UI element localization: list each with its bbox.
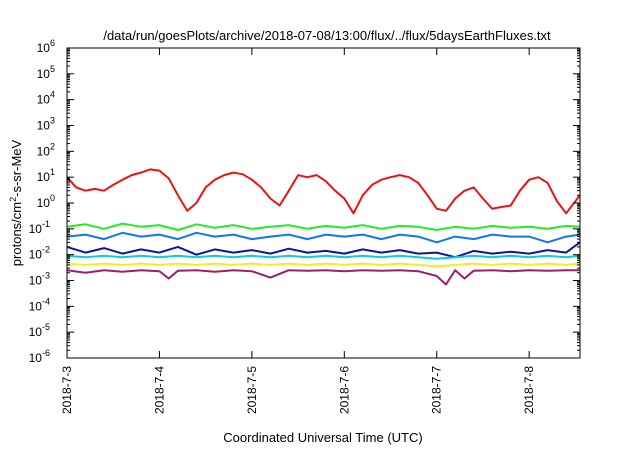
series-line-5 <box>66 254 581 260</box>
y-tick-label: 100 <box>37 193 55 210</box>
y-tick-label: 10-6 <box>29 348 50 365</box>
series-line-4 <box>66 241 581 259</box>
plot-series <box>66 168 581 286</box>
series-line-1 <box>66 168 581 215</box>
y-tick-label: 105 <box>37 64 55 81</box>
y-axis-label: protons/cm2-s-sr-MeV <box>8 139 24 266</box>
y-axis-label-sup: 2 <box>8 197 18 202</box>
y-axis-label-before: protons/cm <box>9 202 24 266</box>
y-tick-label: 102 <box>37 141 55 158</box>
x-tick-label: 2018-7-4 <box>152 366 166 414</box>
plot-frame <box>66 47 581 359</box>
y-axis-label-after: -s-sr-MeV <box>9 139 24 196</box>
y-tick-label: 104 <box>37 90 55 107</box>
x-tick-label: 2018-7-5 <box>245 366 259 414</box>
series-line-6 <box>66 262 581 268</box>
series-line-7 <box>66 269 580 286</box>
y-tick-label: 10-2 <box>29 245 50 262</box>
y-tick-label: 101 <box>37 167 55 184</box>
x-axis: 2018-7-3 2018-7-4 2018-7-5 2018-7-6 2018-7-7… <box>60 48 536 414</box>
x-tick-label: 2018-7-7 <box>430 366 444 414</box>
y-tick-label: 103 <box>37 116 55 133</box>
y-tick-label: 106 <box>37 38 55 55</box>
y-tick-label: 10-1 <box>29 219 50 236</box>
series-line-2 <box>66 222 581 231</box>
x-axis-label: Coordinated Universal Time (UTC) <box>223 430 422 445</box>
y-tick-label: 10-3 <box>29 271 50 288</box>
x-tick-label: 2018-7-3 <box>60 366 74 414</box>
y-axis: 10-6 10-5 10-4 10-3 10-2 10-1 100 101 102 103 104 1… <box>29 38 580 365</box>
series-line-3 <box>66 231 581 244</box>
x-tick-label: 2018-7-8 <box>522 366 536 414</box>
x-tick-label: 2018-7-6 <box>337 366 351 414</box>
chart-title: /data/run/goesPlots/archive/2018-07-08/1… <box>103 28 551 43</box>
y-tick-label: 10-5 <box>29 322 50 339</box>
y-tick-label: 10-4 <box>29 296 50 313</box>
